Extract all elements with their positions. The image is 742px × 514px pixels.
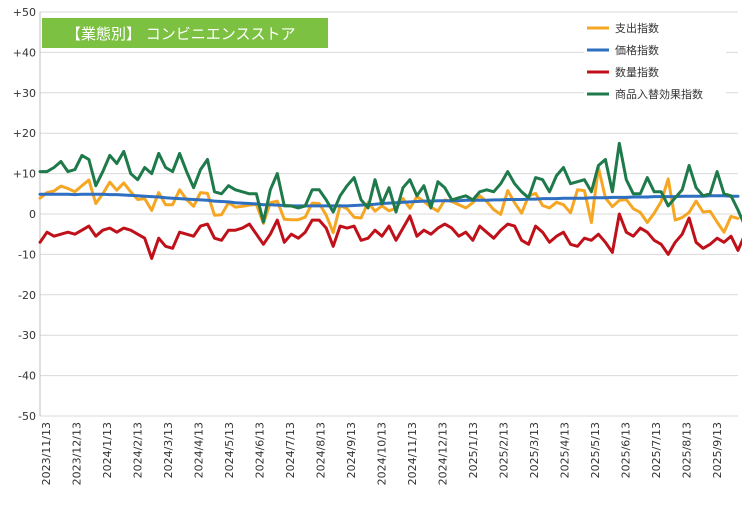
- y-tick-label: -10: [18, 248, 36, 261]
- x-tick-label: 2023/11/13: [40, 422, 53, 485]
- x-tick-label: 2025/1/13: [467, 422, 480, 478]
- x-tick-label: 2025/4/13: [559, 422, 572, 478]
- legend-label-3: 商品入替効果指数: [615, 87, 703, 101]
- x-tick-label: 2024/7/13: [284, 422, 297, 478]
- x-tick-label: 2024/6/13: [254, 422, 267, 478]
- y-axis-ticks: +50 +40 +30 +20 +10 0 -10 -20 -30 -40 -50: [13, 6, 36, 423]
- x-tick-label: 2024/2/13: [132, 422, 145, 478]
- x-tick-label: 2025/7/13: [650, 422, 663, 478]
- x-tick-label: 2025/9/13: [711, 422, 724, 478]
- chart-title-box: 【業態別】 コンビニエンスストア: [42, 18, 328, 48]
- y-tick-label: +20: [13, 127, 36, 140]
- x-tick-label: 2025/6/13: [620, 422, 633, 478]
- x-tick-label: 2024/12/13: [437, 422, 450, 485]
- x-tick-label: 2024/5/13: [223, 422, 236, 478]
- y-tick-label: +30: [13, 87, 36, 100]
- y-tick-label: +40: [13, 46, 36, 59]
- x-tick-label: 2024/8/13: [315, 422, 328, 478]
- x-tick-label: 2024/3/13: [162, 422, 175, 478]
- y-tick-label: -50: [18, 410, 36, 423]
- x-tick-label: 2025/5/13: [589, 422, 602, 478]
- x-tick-label: 2025/2/13: [498, 422, 511, 478]
- legend-label-2: 数量指数: [615, 65, 659, 79]
- x-tick-label: 2025/8/13: [681, 422, 694, 478]
- x-tick-label: 2024/4/13: [193, 422, 206, 478]
- x-tick-label: 2024/9/13: [345, 422, 358, 478]
- y-tick-label: +10: [13, 168, 36, 181]
- x-tick-label: 2023/12/13: [71, 422, 84, 485]
- x-axis-ticks: 2023/11/13 2023/12/13 2024/1/13 2024/2/13 20…: [40, 422, 742, 485]
- y-tick-label: 0: [29, 208, 36, 221]
- y-tick-label: -30: [18, 329, 36, 342]
- x-tick-label: 2024/11/13: [406, 422, 419, 485]
- x-tick-label: 2024/1/13: [101, 422, 114, 478]
- y-tick-label: +50: [13, 6, 36, 19]
- x-tick-label: 2024/10/13: [376, 422, 389, 485]
- legend-label-0: 支出指数: [615, 21, 659, 35]
- chart-title: 【業態別】 コンビニエンスストア: [66, 25, 295, 43]
- y-tick-label: -20: [18, 289, 36, 302]
- legend-label-1: 価格指数: [615, 43, 659, 57]
- x-tick-label: 2025/3/13: [528, 422, 541, 478]
- y-tick-label: -40: [18, 370, 36, 383]
